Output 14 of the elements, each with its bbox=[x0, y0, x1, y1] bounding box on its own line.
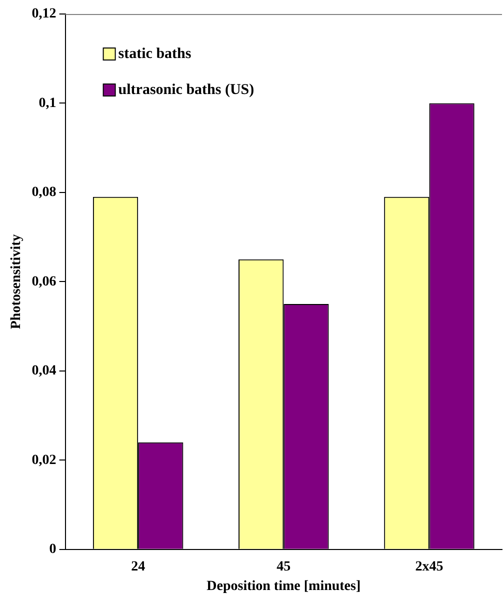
legend-label: ultrasonic baths (US) bbox=[118, 82, 254, 98]
x-axis-title: Deposition time [minutes] bbox=[206, 579, 361, 594]
y-tick-label: 0,12 bbox=[32, 6, 56, 22]
y-tick-label: 0,06 bbox=[32, 274, 56, 290]
y-tick-label: 0,1 bbox=[38, 96, 56, 111]
y-axis-title: Photosensitivity bbox=[9, 234, 24, 330]
legend-label: static baths bbox=[118, 46, 192, 62]
y-tick-label: 0,04 bbox=[32, 364, 56, 379]
x-tick-label: 45 bbox=[276, 559, 291, 574]
x-tick-label: 24 bbox=[131, 559, 146, 574]
y-tick-label: 0,08 bbox=[32, 185, 56, 200]
y-tick-label: 0 bbox=[49, 542, 56, 558]
x-tick-label: 2x45 bbox=[415, 559, 444, 574]
y-tick-label: 0,02 bbox=[32, 452, 56, 468]
